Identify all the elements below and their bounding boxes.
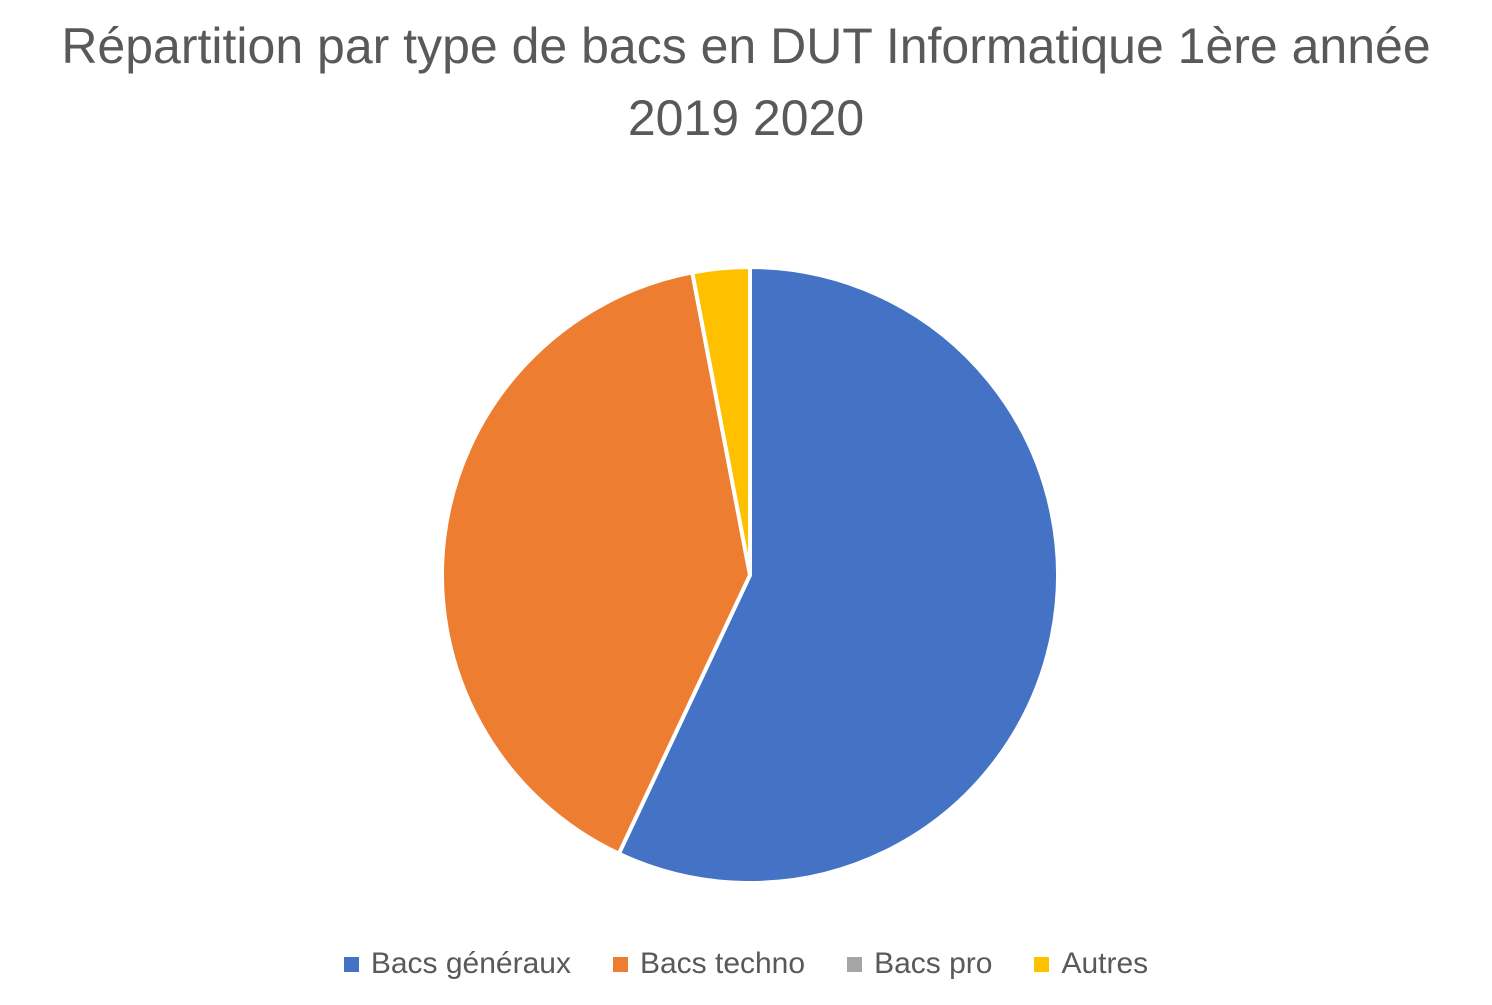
chart-title: Répartition par type de bacs en DUT Info… bbox=[0, 10, 1492, 154]
chart-legend: Bacs généraux Bacs techno Bacs pro Autre… bbox=[0, 944, 1492, 984]
legend-item-bacs-pro: Bacs pro bbox=[847, 944, 992, 984]
legend-item-autres: Autres bbox=[1034, 944, 1148, 984]
legend-label-bacs-generaux: Bacs généraux bbox=[370, 947, 571, 980]
legend-swatch-autres bbox=[1034, 956, 1050, 972]
legend-label-bacs-techno: Bacs techno bbox=[639, 947, 806, 980]
legend-swatch-bacs-generaux bbox=[343, 956, 359, 972]
legend-label-bacs-pro: Bacs pro bbox=[874, 947, 993, 980]
pie-slice-bacs-techno bbox=[440, 270, 752, 856]
legend-swatch-bacs-pro bbox=[847, 956, 863, 972]
chart-title-line-1: Répartition par type de bacs en DUT Info… bbox=[61, 18, 1431, 74]
legend-item-bacs-generaux: Bacs généraux bbox=[343, 944, 571, 984]
legend-swatch-bacs-techno bbox=[612, 956, 628, 972]
pie-slice-bacs-generaux bbox=[616, 265, 1060, 885]
pie-slices bbox=[440, 265, 1060, 885]
legend-label-autres: Autres bbox=[1061, 947, 1149, 980]
chart-title-line-2: 2019 2020 bbox=[627, 90, 865, 146]
pie-slice-autres bbox=[690, 265, 752, 577]
legend-item-bacs-techno: Bacs techno bbox=[612, 944, 806, 984]
